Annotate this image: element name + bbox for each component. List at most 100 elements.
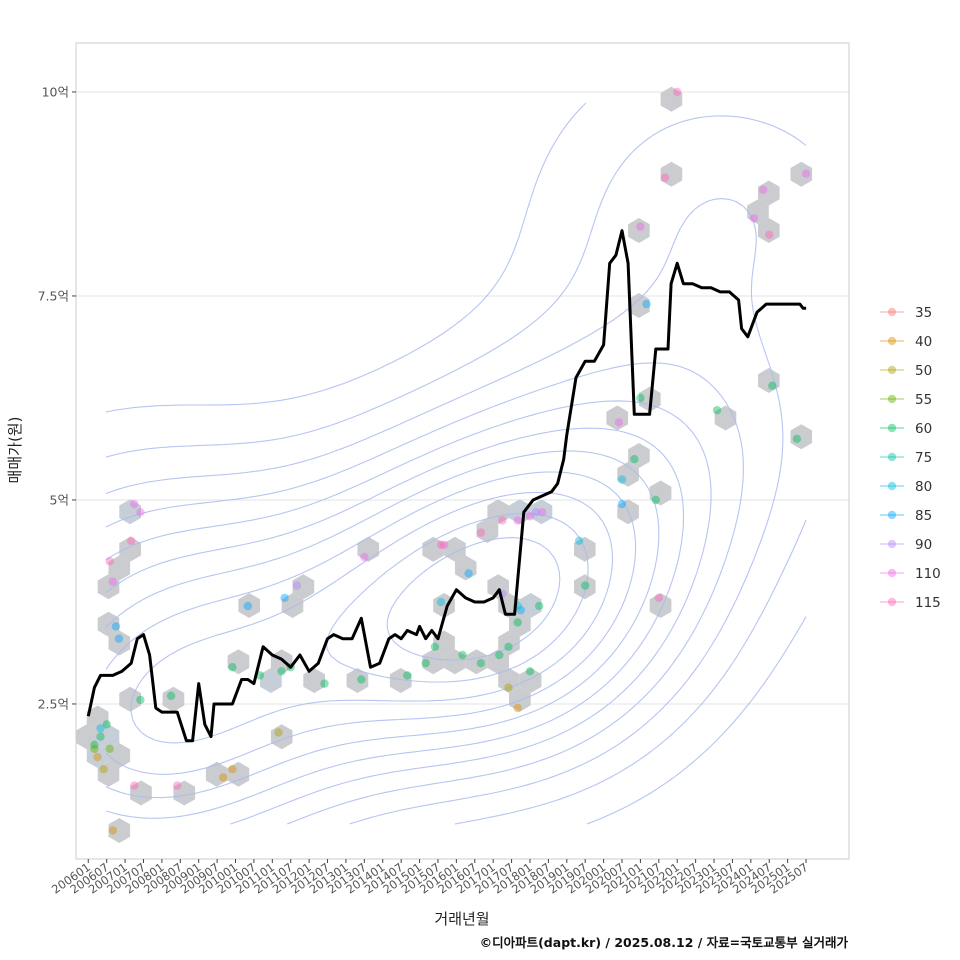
legend-key-point xyxy=(887,539,897,549)
hexbin-cell xyxy=(86,705,109,731)
scatter-point-85 xyxy=(642,299,651,309)
scatter-point-85 xyxy=(617,499,627,509)
scatter-point-115 xyxy=(127,536,136,545)
density-contour xyxy=(105,115,807,825)
legend-item: 110 xyxy=(880,566,941,582)
legend-item: 35 xyxy=(880,305,932,321)
legend-label: 60 xyxy=(915,421,932,437)
legend-key-point xyxy=(887,307,897,317)
scatter-point-60 xyxy=(525,667,535,676)
scatter-point-40 xyxy=(513,703,522,713)
scatter-point-60 xyxy=(90,740,99,749)
legend-key-point xyxy=(887,394,897,404)
hexbin-cell xyxy=(498,668,520,693)
scatter-point-60 xyxy=(535,601,544,611)
hexbin-cell xyxy=(227,649,250,675)
scatter-point-80 xyxy=(96,724,105,733)
hexbin-cell xyxy=(519,668,542,693)
hexbin-cell xyxy=(238,593,260,618)
density-contour xyxy=(326,513,589,683)
density-contours xyxy=(105,102,807,825)
legend-label: 75 xyxy=(915,450,932,466)
y-tick-label: 5억 xyxy=(50,492,69,507)
legend-item: 85 xyxy=(880,508,932,524)
scatter-point-110 xyxy=(749,214,759,223)
legend-item: 60 xyxy=(880,421,932,437)
scatter-point-110 xyxy=(538,508,547,517)
scatter-point-60 xyxy=(166,691,176,700)
density-contour xyxy=(105,198,784,825)
scatter-point-40 xyxy=(228,765,237,774)
scatter-point-110 xyxy=(614,418,624,427)
hexbin-cell xyxy=(76,724,98,750)
hexbin-cell xyxy=(476,518,499,543)
scatter-point-85 xyxy=(464,569,473,578)
hexbin-cell xyxy=(108,630,131,656)
scatter-point-110 xyxy=(130,499,139,509)
hexbin-cell xyxy=(97,761,120,787)
hexbin-cell xyxy=(498,630,520,656)
hexbin-cell xyxy=(119,499,141,525)
gridlines xyxy=(76,91,849,705)
hexbin-cell xyxy=(747,199,769,225)
scatter-point-115 xyxy=(498,516,507,525)
hexbin-cell xyxy=(509,611,531,637)
hexbin-cell xyxy=(303,668,325,693)
scatter-point-60 xyxy=(581,581,590,590)
scatter-point-115 xyxy=(130,781,139,790)
legend-item: 115 xyxy=(880,595,941,611)
hexbin-cell xyxy=(292,574,315,600)
hexbin-cell xyxy=(758,218,780,243)
y-axis-title: 매매가(원) xyxy=(6,417,24,484)
legend: 35 40 50 55 60 75 80 85 90 110 115 xyxy=(880,305,941,611)
density-contour xyxy=(105,102,807,825)
scatter-point-85 xyxy=(243,601,252,611)
hexbin-cell xyxy=(422,649,445,675)
scatter-point-110 xyxy=(108,577,118,586)
hexbin-cell xyxy=(790,161,813,187)
legend-item: 55 xyxy=(880,392,932,408)
scatter-point-40 xyxy=(93,752,102,762)
density-contour xyxy=(105,362,744,825)
legend-key-point xyxy=(887,452,897,462)
hexbin-cell xyxy=(660,86,683,112)
hexbin-cell xyxy=(454,555,477,581)
scatter-point-60 xyxy=(630,455,639,464)
scatter-point-115 xyxy=(173,781,182,790)
scatter-point-60 xyxy=(421,659,430,668)
legend-key-point xyxy=(887,510,897,520)
hexbin-cell xyxy=(108,818,131,843)
legend-key-point xyxy=(887,481,897,491)
legend-item: 75 xyxy=(880,450,932,466)
scatter-point-60 xyxy=(792,434,802,443)
hexbin-cell xyxy=(227,761,250,787)
legend-label: 90 xyxy=(915,537,932,553)
legend-key-point xyxy=(887,336,897,346)
scatter-point-90 xyxy=(292,581,302,590)
scatter-point-115 xyxy=(436,540,446,549)
scatter-point-85 xyxy=(114,634,124,643)
hexbin-cell xyxy=(628,293,650,318)
legend-item: 40 xyxy=(880,334,932,350)
legend-label: 35 xyxy=(915,305,932,321)
scatter-point-60 xyxy=(430,642,440,651)
hexbin-cell xyxy=(530,499,553,525)
scatter-point-110 xyxy=(525,512,535,521)
scatter-point-60 xyxy=(403,671,412,680)
hexbin-cell xyxy=(617,461,639,487)
scatter-point-60 xyxy=(136,695,145,705)
legend-label: 110 xyxy=(915,566,941,582)
legend-key-point xyxy=(887,597,897,607)
scatter-point-60 xyxy=(102,720,111,729)
scatter-point-60 xyxy=(320,679,329,688)
scatter-point-110 xyxy=(360,552,369,562)
legend-key-point xyxy=(887,423,897,433)
price-line xyxy=(86,229,807,743)
legend-key-point xyxy=(887,568,897,578)
hexbin-cell xyxy=(606,405,629,431)
hexbin-cell xyxy=(509,499,531,525)
y-tick-label: 10억 xyxy=(42,84,69,99)
scatter-point-110 xyxy=(513,516,522,525)
hexbin-layer xyxy=(76,86,813,843)
